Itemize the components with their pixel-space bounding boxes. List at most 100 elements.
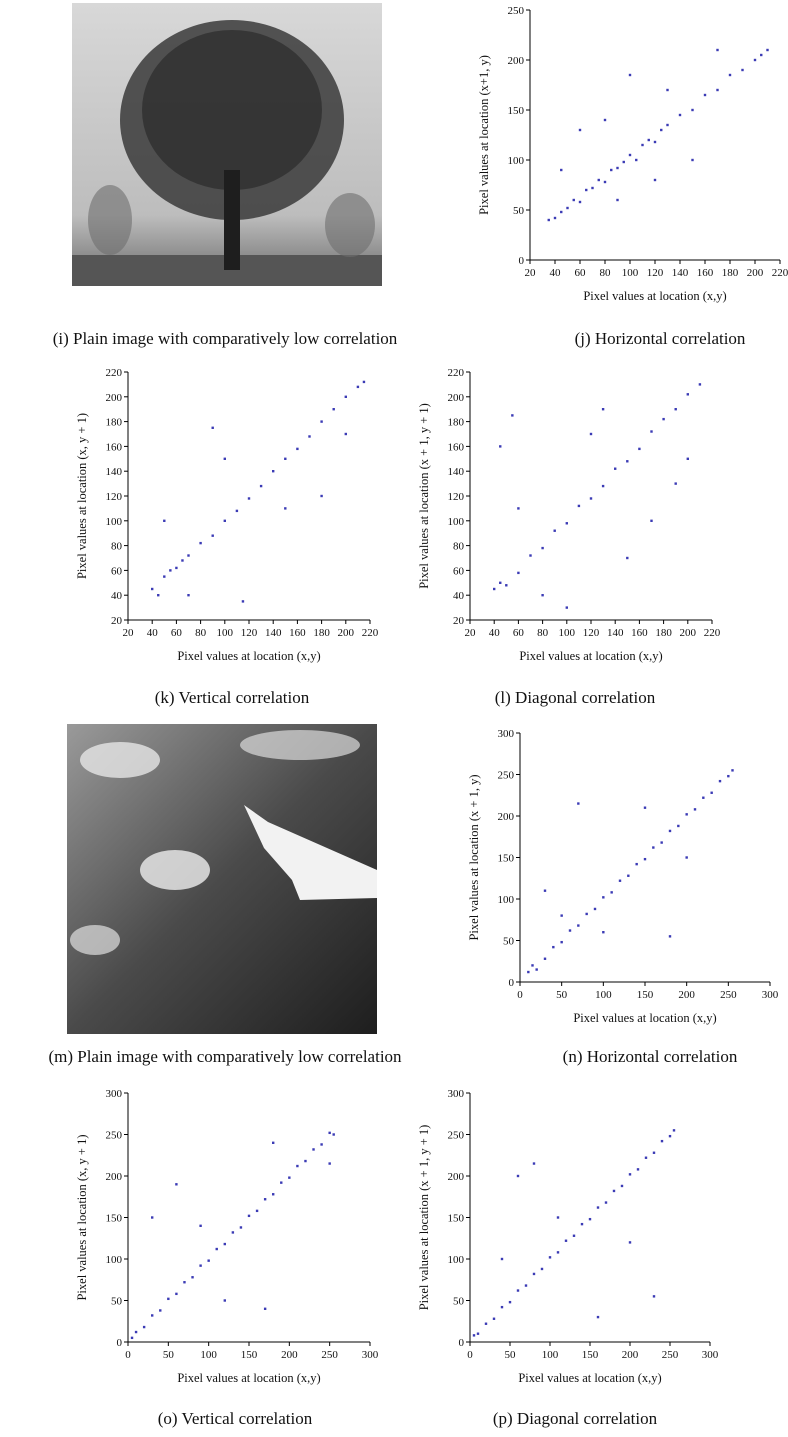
x-tick-label: 60 bbox=[513, 627, 525, 639]
point bbox=[527, 970, 530, 974]
point bbox=[691, 108, 694, 112]
point bbox=[472, 1334, 476, 1337]
point bbox=[223, 1299, 226, 1302]
point bbox=[560, 914, 563, 917]
point bbox=[635, 158, 638, 162]
point bbox=[691, 158, 694, 162]
point bbox=[641, 143, 644, 147]
point bbox=[187, 554, 190, 557]
y-tick-label: 0 bbox=[117, 1337, 123, 1349]
x-axis-label: Pixel values at location (x,y) bbox=[177, 1371, 320, 1385]
x-tick-label: 300 bbox=[762, 989, 779, 1001]
point bbox=[328, 1131, 331, 1135]
point bbox=[572, 1234, 576, 1237]
point bbox=[596, 1315, 600, 1319]
point bbox=[766, 48, 769, 52]
y-tick-label: 200 bbox=[106, 1171, 123, 1183]
x-tick-label: 180 bbox=[313, 627, 330, 639]
point bbox=[698, 383, 702, 386]
point bbox=[531, 964, 534, 967]
point bbox=[686, 393, 689, 396]
point bbox=[151, 1314, 154, 1317]
point bbox=[566, 206, 569, 210]
point bbox=[199, 1264, 202, 1267]
point bbox=[142, 1325, 146, 1329]
point bbox=[731, 769, 734, 772]
point bbox=[199, 1224, 202, 1227]
point bbox=[666, 88, 669, 92]
x-tick-label: 20 bbox=[123, 627, 135, 639]
x-tick-label: 180 bbox=[655, 627, 672, 639]
point bbox=[627, 874, 630, 877]
point bbox=[660, 128, 663, 132]
point bbox=[636, 1168, 640, 1171]
point bbox=[547, 218, 550, 222]
y-tick-label: 120 bbox=[448, 491, 465, 503]
point bbox=[564, 1239, 568, 1242]
point bbox=[589, 432, 593, 436]
point bbox=[685, 856, 688, 859]
point bbox=[211, 534, 214, 537]
point bbox=[660, 841, 663, 844]
point bbox=[328, 1162, 331, 1165]
point bbox=[284, 457, 287, 460]
y-tick-label: 250 bbox=[508, 5, 525, 17]
point bbox=[685, 813, 688, 816]
x-tick-label: 160 bbox=[631, 627, 648, 639]
point bbox=[181, 559, 184, 562]
x-tick-label: 100 bbox=[622, 267, 639, 279]
y-tick-label: 20 bbox=[111, 615, 123, 627]
point bbox=[296, 1164, 299, 1168]
point bbox=[175, 1183, 178, 1186]
caption: (o) Vertical correlation bbox=[158, 1409, 313, 1428]
x-tick-label: 160 bbox=[697, 267, 714, 279]
point bbox=[643, 857, 647, 861]
point bbox=[716, 88, 719, 92]
x-tick-label: 160 bbox=[289, 627, 306, 639]
y-tick-label: 200 bbox=[106, 392, 123, 404]
x-tick-label: 140 bbox=[265, 627, 282, 639]
point bbox=[320, 494, 323, 498]
point bbox=[650, 430, 653, 433]
point bbox=[652, 1151, 656, 1154]
point bbox=[163, 519, 166, 522]
point bbox=[628, 1173, 632, 1176]
point bbox=[626, 460, 629, 463]
point bbox=[134, 1330, 138, 1334]
x-axis-label: Pixel values at location (x,y) bbox=[177, 649, 320, 663]
point bbox=[223, 519, 226, 522]
y-tick-label: 60 bbox=[111, 565, 123, 577]
point bbox=[541, 594, 544, 597]
point bbox=[601, 408, 605, 411]
point bbox=[169, 569, 172, 572]
x-tick-label: 60 bbox=[171, 627, 183, 639]
point bbox=[263, 1198, 267, 1201]
point bbox=[493, 587, 496, 591]
point bbox=[601, 484, 605, 488]
point bbox=[529, 554, 532, 557]
y-tick-label: 140 bbox=[106, 466, 123, 478]
point bbox=[157, 594, 160, 597]
point bbox=[362, 380, 366, 384]
y-tick-label: 100 bbox=[498, 894, 515, 906]
y-tick-label: 60 bbox=[453, 565, 465, 577]
point bbox=[517, 571, 520, 575]
point bbox=[499, 581, 502, 584]
point bbox=[130, 1336, 134, 1340]
x-tick-label: 140 bbox=[672, 267, 689, 279]
point bbox=[718, 779, 722, 783]
point bbox=[710, 791, 713, 794]
point bbox=[650, 519, 653, 522]
x-tick-label: 250 bbox=[321, 1349, 338, 1361]
y-tick-label: 150 bbox=[498, 853, 515, 865]
point bbox=[614, 467, 617, 470]
point bbox=[175, 1292, 178, 1296]
point bbox=[223, 1242, 226, 1246]
point bbox=[304, 1159, 307, 1163]
y-tick-label: 140 bbox=[448, 466, 465, 478]
point bbox=[703, 93, 707, 97]
point bbox=[672, 1129, 676, 1132]
y-tick-label: 50 bbox=[453, 1296, 465, 1308]
y-tick-label: 200 bbox=[448, 1171, 465, 1183]
point bbox=[760, 53, 763, 57]
